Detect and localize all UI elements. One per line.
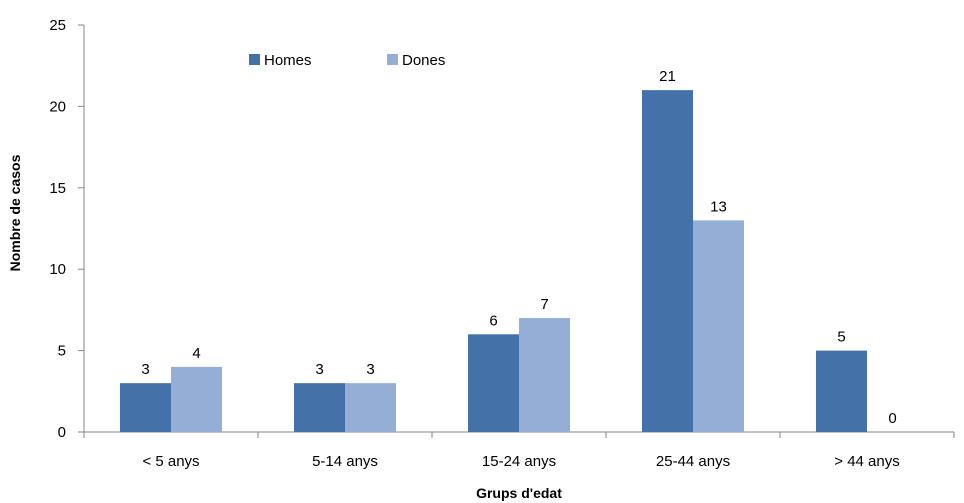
legend: Homes Dones <box>249 52 445 69</box>
y-tick-label: 25 <box>49 17 66 34</box>
data-labels: 3 3 6 21 5 4 3 7 13 0 <box>141 68 896 427</box>
y-axis: 0 5 10 15 20 25 <box>49 17 85 441</box>
y-tick-label: 5 <box>58 343 66 360</box>
legend-label-homes: Homes <box>264 52 312 69</box>
data-label: 21 <box>659 68 676 85</box>
data-label: 3 <box>315 361 323 378</box>
y-tick-label: 15 <box>49 180 66 197</box>
y-tick-label: 10 <box>49 261 66 278</box>
data-label: 6 <box>489 312 497 329</box>
legend-swatch-homes <box>249 54 260 65</box>
bar-homes <box>294 383 345 432</box>
bar-dones <box>519 318 570 432</box>
y-axis-title: Nombre de casos <box>7 154 23 271</box>
x-tick-label: 5-14 anys <box>312 453 378 470</box>
x-tick-label: 25-44 anys <box>656 453 730 470</box>
y-tick-label: 0 <box>58 424 66 441</box>
legend-swatch-dones <box>387 54 398 65</box>
y-tick-label: 20 <box>49 98 66 115</box>
data-label: 3 <box>366 361 374 378</box>
data-label: 5 <box>837 329 845 346</box>
x-tick-label: 15-24 anys <box>482 453 556 470</box>
bar-dones <box>345 383 396 432</box>
bar-homes <box>642 90 693 433</box>
bar-homes <box>120 383 171 432</box>
bar-dones <box>693 220 744 432</box>
bar-homes <box>816 350 867 432</box>
bars <box>120 90 867 433</box>
legend-label-dones: Dones <box>402 52 445 69</box>
x-axis: < 5 anys 5-14 anys 15-24 anys 25-44 anys > 4… <box>83 431 955 470</box>
bar-dones <box>171 366 222 432</box>
x-tick-label: < 5 anys <box>142 453 199 470</box>
x-axis-title: Grups d'edat <box>476 485 562 501</box>
data-label: 3 <box>141 361 149 378</box>
data-label: 4 <box>192 345 200 362</box>
bar-homes <box>468 334 519 432</box>
x-tick-label: > 44 anys <box>834 453 899 470</box>
data-label: 0 <box>888 410 896 427</box>
data-label: 7 <box>540 296 548 313</box>
data-label: 13 <box>710 198 727 215</box>
